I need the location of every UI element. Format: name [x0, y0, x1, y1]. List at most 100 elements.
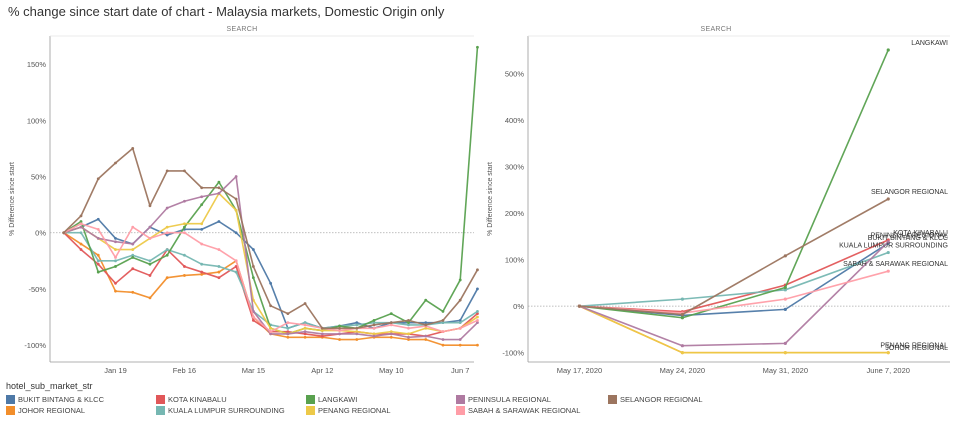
y-tick-label: 500% — [505, 69, 525, 78]
legend-swatch — [306, 406, 315, 415]
data-point-peninsula-regional — [234, 175, 238, 178]
data-point-langkawi — [407, 321, 410, 325]
data-point-kuala-lumpur-surrounding — [407, 323, 410, 327]
legend-label: KUALA LUMPUR SURROUNDING — [168, 406, 285, 415]
left-chart-header: SEARCH — [226, 26, 258, 33]
x-tick-label: May 10 — [379, 366, 404, 375]
right-line-chart: 500% 400% 300% 200% 100% 0% -100% May 17, 2020 M… — [487, 35, 950, 375]
y-tick-label: 100% — [27, 116, 47, 125]
data-point-selangor-regional — [389, 321, 393, 325]
data-point-kota-kinabalu — [303, 332, 307, 336]
x-tick-label: Apr 12 — [311, 366, 333, 375]
data-point-penang-regional — [114, 248, 117, 251]
y-tick-label: 400% — [505, 116, 525, 125]
data-point-selangor-regional — [424, 323, 428, 327]
legend-title: hotel_sub_market_str — [6, 381, 93, 391]
data-point-sabah-and-sarawak-regional — [886, 269, 890, 273]
legend-item-bukit-bintang-and-klcc[interactable]: BUKIT BINTANG & KLCC — [6, 395, 104, 404]
series-line-langkawi — [63, 47, 479, 335]
page-title: % change since start date of chart - Mal… — [8, 4, 445, 19]
data-point-peninsula-regional — [407, 335, 410, 339]
data-point-peninsula-regional — [200, 195, 204, 199]
y-tick-label: -100% — [502, 349, 524, 358]
data-point-peninsula-regional — [183, 199, 186, 203]
data-point-penang-regional — [131, 248, 135, 251]
end-label-selangor-regional: SELANGOR REGIONAL — [871, 189, 948, 196]
legend-label: KOTA KINABALU — [168, 395, 227, 404]
data-point-johor-regional — [165, 276, 169, 280]
x-tick-label: Feb 16 — [173, 366, 196, 375]
data-point-kota-kinabalu — [96, 262, 100, 266]
legend-item-penang-regional[interactable]: PENANG REGIONAL — [306, 406, 391, 415]
data-point-peninsula-regional — [217, 191, 221, 195]
legend-label: SELANGOR REGIONAL — [620, 395, 703, 404]
data-point-peninsula-regional — [783, 341, 787, 345]
data-point-kuala-lumpur-surrounding — [476, 310, 479, 313]
data-point-kuala-lumpur-surrounding — [303, 321, 307, 325]
data-point-kota-kinabalu — [148, 274, 152, 277]
data-point-sabah-and-sarawak-regional — [165, 231, 169, 235]
data-point-langkawi — [148, 262, 152, 266]
data-point-selangor-regional — [200, 186, 204, 190]
data-point-kuala-lumpur-surrounding — [680, 297, 684, 301]
y-tick-label: -50% — [28, 285, 46, 294]
y-tick-label: -100% — [24, 341, 46, 350]
y-axis-title: % Difference since start — [9, 162, 16, 236]
legend-item-sabah-and-sarawak-regional[interactable]: SABAH & SARAWAK REGIONAL — [456, 406, 580, 415]
data-point-peninsula-regional — [372, 334, 376, 338]
data-point-kuala-lumpur-surrounding — [217, 265, 221, 268]
y-tick-label: 100% — [505, 256, 525, 265]
data-point-langkawi — [338, 324, 341, 328]
legend-item-selangor-regional[interactable]: SELANGOR REGIONAL — [608, 395, 703, 404]
data-point-kuala-lumpur-surrounding — [783, 288, 787, 292]
data-point-selangor-regional — [114, 161, 117, 165]
data-point-selangor-regional — [148, 204, 152, 208]
legend-item-kuala-lumpur-surrounding[interactable]: KUALA LUMPUR SURROUNDING — [156, 406, 285, 415]
data-point-kota-kinabalu — [320, 334, 324, 338]
data-point-penang-regional — [389, 330, 393, 334]
data-point-kota-kinabalu — [131, 267, 135, 271]
y-axis-title: % Difference since start — [487, 162, 494, 236]
data-point-johor-regional — [131, 290, 135, 294]
data-point-kuala-lumpur-surrounding — [96, 259, 100, 263]
data-point-kuala-lumpur-surrounding — [372, 321, 376, 325]
data-point-peninsula-regional — [355, 332, 359, 336]
data-point-kota-kinabalu — [114, 281, 117, 285]
data-point-selangor-regional — [680, 312, 684, 317]
x-tick-label: Jan 19 — [104, 366, 127, 375]
data-point-sabah-and-sarawak-regional — [389, 323, 393, 327]
data-point-selangor-regional — [131, 147, 135, 150]
data-point-langkawi — [183, 225, 186, 229]
legend-item-langkawi[interactable]: LANGKAWI — [306, 395, 357, 404]
legend-label: PENINSULA REGIONAL — [468, 395, 551, 404]
data-point-sabah-and-sarawak-regional — [131, 225, 135, 229]
legend-swatch — [6, 406, 15, 415]
series-line-peninsula-regional — [579, 241, 889, 347]
legend-item-johor-regional[interactable]: JOHOR REGIONAL — [6, 406, 85, 415]
data-point-sabah-and-sarawak-regional — [269, 330, 273, 334]
data-point-johor-regional — [441, 343, 445, 347]
data-point-johor-regional — [183, 274, 186, 277]
data-point-peninsula-regional — [320, 332, 324, 336]
data-point-johor-regional — [476, 343, 479, 347]
data-point-kuala-lumpur-surrounding — [114, 259, 117, 263]
data-point-langkawi — [783, 285, 787, 290]
data-point-selangor-regional — [234, 197, 238, 201]
y-tick-label: 300% — [505, 162, 525, 171]
legend-label: SABAH & SARAWAK REGIONAL — [468, 406, 581, 415]
data-point-langkawi — [131, 256, 135, 259]
data-point-selangor-regional — [251, 265, 255, 268]
data-point-selangor-regional — [320, 326, 324, 330]
legend-item-peninsula-regional[interactable]: PENINSULA REGIONAL — [456, 395, 551, 404]
data-point-selangor-regional — [355, 326, 359, 330]
end-label-johor-regional: JOHOR REGIONAL — [885, 345, 948, 352]
data-point-kuala-lumpur-surrounding — [886, 250, 890, 255]
data-point-johor-regional — [114, 289, 117, 293]
data-point-selangor-regional — [407, 319, 410, 322]
data-point-kuala-lumpur-surrounding — [165, 248, 169, 251]
data-point-selangor-regional — [165, 169, 169, 173]
legend-item-kota-kinabalu[interactable]: KOTA KINABALU — [156, 395, 227, 404]
data-point-selangor-regional — [441, 319, 445, 322]
data-point-selangor-regional — [183, 169, 186, 173]
data-point-sabah-and-sarawak-regional — [407, 326, 410, 330]
